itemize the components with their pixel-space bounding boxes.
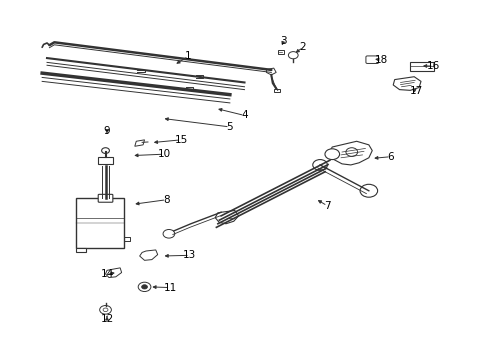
Text: 16: 16 <box>426 61 439 71</box>
Circle shape <box>163 229 174 238</box>
Circle shape <box>325 149 339 159</box>
Text: 5: 5 <box>226 122 233 132</box>
Text: 18: 18 <box>374 55 387 65</box>
Polygon shape <box>105 268 122 278</box>
FancyBboxPatch shape <box>76 198 124 248</box>
Circle shape <box>102 148 109 153</box>
Polygon shape <box>328 141 371 165</box>
Circle shape <box>345 148 357 156</box>
Polygon shape <box>266 68 276 75</box>
Circle shape <box>138 282 151 292</box>
Circle shape <box>142 285 147 289</box>
Text: 15: 15 <box>174 135 187 145</box>
FancyBboxPatch shape <box>98 157 113 164</box>
Polygon shape <box>140 250 158 260</box>
Polygon shape <box>76 248 86 252</box>
Text: 1: 1 <box>185 51 191 61</box>
Text: 4: 4 <box>241 111 247 121</box>
Text: 12: 12 <box>100 314 113 324</box>
Text: 7: 7 <box>324 201 330 211</box>
Text: 2: 2 <box>299 42 305 52</box>
FancyBboxPatch shape <box>98 194 113 202</box>
Text: 3: 3 <box>280 36 286 46</box>
Circle shape <box>288 51 298 59</box>
Bar <box>409 62 433 71</box>
Text: 6: 6 <box>386 152 393 162</box>
Circle shape <box>100 306 111 314</box>
Text: 17: 17 <box>408 86 422 96</box>
Circle shape <box>312 159 327 170</box>
Circle shape <box>359 184 377 197</box>
Text: 10: 10 <box>157 149 170 159</box>
Polygon shape <box>392 77 420 90</box>
Text: 8: 8 <box>163 195 169 205</box>
Polygon shape <box>215 211 238 224</box>
Polygon shape <box>135 140 144 146</box>
Text: 14: 14 <box>100 269 113 279</box>
Text: 13: 13 <box>183 250 196 260</box>
Polygon shape <box>273 89 279 92</box>
Polygon shape <box>277 50 283 54</box>
Text: 9: 9 <box>103 126 110 135</box>
FancyBboxPatch shape <box>365 56 378 63</box>
Text: 11: 11 <box>163 283 177 293</box>
Circle shape <box>103 308 108 312</box>
